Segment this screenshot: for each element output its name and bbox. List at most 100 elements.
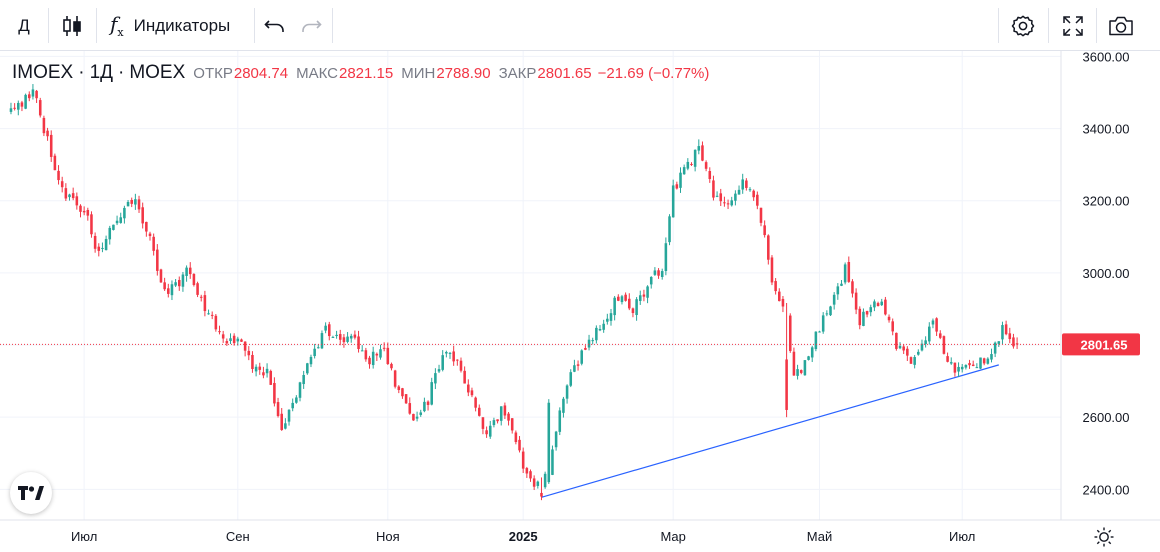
candle xyxy=(536,480,540,489)
candle xyxy=(697,139,701,155)
fullscreen-button[interactable] xyxy=(1050,0,1096,51)
candle xyxy=(949,357,953,365)
candle-body xyxy=(68,194,71,198)
candle-body xyxy=(159,269,163,283)
candle xyxy=(423,397,426,413)
candle-body xyxy=(507,413,510,421)
time-tick-label: Сен xyxy=(226,529,250,544)
candle-body xyxy=(847,262,851,282)
candle xyxy=(291,398,294,412)
candle xyxy=(767,234,770,265)
candle-body xyxy=(463,370,466,384)
tradingview-logo[interactable] xyxy=(10,472,52,514)
candle-body xyxy=(251,354,254,370)
price-tick-label: 2600.00 xyxy=(1083,410,1130,425)
redo-button[interactable] xyxy=(292,0,330,51)
candle-body xyxy=(657,270,660,276)
candle-body xyxy=(598,328,602,331)
candle xyxy=(459,357,463,373)
candle xyxy=(1015,337,1019,350)
candle-body xyxy=(349,335,353,339)
candle-body xyxy=(108,227,112,240)
indicators-button[interactable]: fx Индикаторы xyxy=(98,0,250,51)
candle-body xyxy=(269,370,273,385)
candle-body xyxy=(448,352,452,354)
candle xyxy=(573,359,576,373)
candle-body xyxy=(375,353,379,356)
candle-body xyxy=(518,439,521,451)
candle-body xyxy=(499,406,503,421)
candle xyxy=(167,283,170,298)
symbol-name[interactable]: IMOEX xyxy=(12,62,74,83)
time-axis[interactable]: Июл Сен Ноя 2025 Мар Май Июл xyxy=(71,529,975,544)
candle-body xyxy=(964,364,968,368)
candle-body xyxy=(730,200,734,206)
candle xyxy=(810,345,814,363)
candle xyxy=(452,345,455,366)
chart-type-button[interactable] xyxy=(50,0,94,51)
candle xyxy=(386,342,390,365)
candle xyxy=(638,290,642,305)
candle-body xyxy=(485,430,488,435)
candle xyxy=(324,322,327,334)
undo-button[interactable] xyxy=(256,0,294,51)
chart-area[interactable]: 3600.003400.003200.003000.002800.002600.… xyxy=(0,51,1160,552)
candle-body xyxy=(276,402,280,416)
candle-body xyxy=(968,363,971,366)
candle xyxy=(595,325,598,344)
candle xyxy=(788,313,792,353)
candle xyxy=(404,394,408,404)
candle-body xyxy=(525,468,529,474)
candle-body xyxy=(887,316,891,321)
candle-body xyxy=(701,145,704,161)
candle-body xyxy=(895,332,898,349)
candle-body xyxy=(324,325,327,331)
candle-body xyxy=(690,163,693,165)
candle-body xyxy=(295,397,298,403)
candle xyxy=(302,370,305,389)
candle xyxy=(269,369,273,385)
candle-body xyxy=(997,341,1001,344)
candle-body xyxy=(631,308,635,314)
candle-body xyxy=(397,386,401,391)
candle-body xyxy=(254,366,258,372)
candle-body xyxy=(510,418,514,431)
candle xyxy=(1008,327,1012,344)
settings-button[interactable] xyxy=(1000,0,1046,51)
candle-body xyxy=(595,327,598,341)
candle xyxy=(27,91,31,102)
candle xyxy=(79,204,82,218)
candle xyxy=(225,338,229,346)
candle-body xyxy=(503,405,507,416)
candle-body xyxy=(671,185,675,218)
interval-label: Д xyxy=(18,15,30,35)
candle xyxy=(145,221,148,237)
candle xyxy=(448,351,452,359)
candle xyxy=(606,313,609,325)
candle-body xyxy=(865,311,869,315)
candle xyxy=(141,202,144,229)
time-axis-settings-button[interactable] xyxy=(1090,524,1118,550)
candle xyxy=(982,357,986,366)
candle-body xyxy=(441,355,444,370)
legend: IMOEX · 1Д · MOEX ОТКР 2804.74 МАКС 2821… xyxy=(12,62,709,86)
candle xyxy=(942,335,946,355)
price-tick-label: 3600.00 xyxy=(1083,51,1130,64)
candle-body xyxy=(167,288,170,294)
candle xyxy=(115,215,119,226)
interval-button[interactable]: Д xyxy=(0,0,48,51)
high-value: 2821.15 xyxy=(339,65,394,82)
candle-body xyxy=(814,331,818,350)
candle xyxy=(858,306,862,330)
candle xyxy=(42,115,46,137)
snapshot-button[interactable] xyxy=(1098,0,1144,51)
candle-body xyxy=(452,351,455,362)
candle-body xyxy=(42,117,46,134)
candle-body xyxy=(401,388,404,397)
price-axis[interactable]: 3600.003400.003200.003000.002800.002600.… xyxy=(1083,51,1130,497)
fx-icon: fx xyxy=(110,12,124,39)
candle xyxy=(832,292,836,310)
candle-body xyxy=(628,298,631,309)
candle xyxy=(617,294,620,302)
candle-body xyxy=(898,345,902,349)
